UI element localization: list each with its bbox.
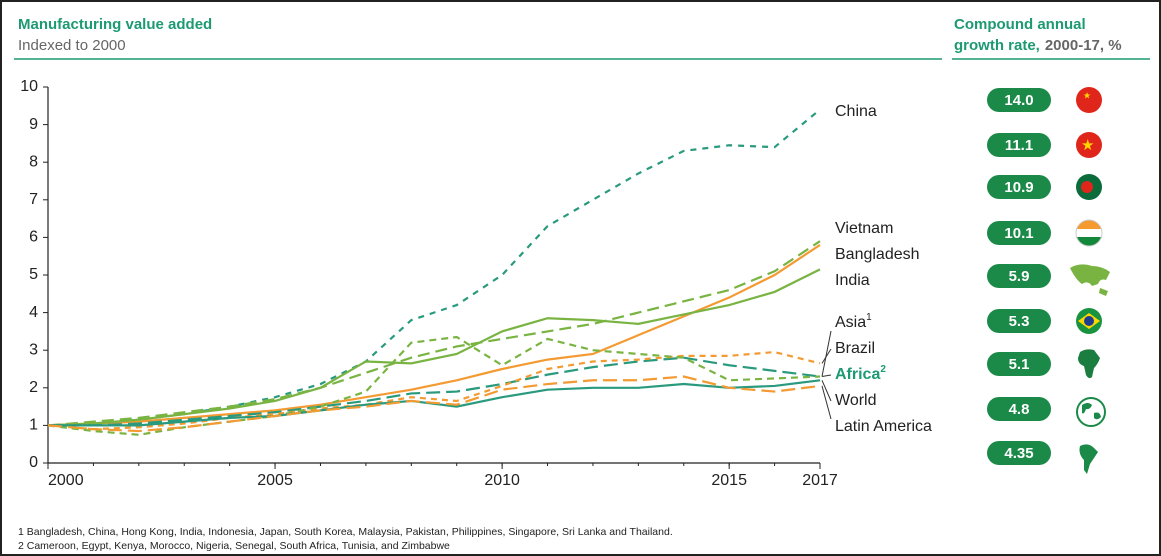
footnote: 1 Bangladesh, China, Hong Kong, India, I… [18, 526, 673, 538]
series-line [47, 350, 821, 431]
y-tick-label: 10 [20, 78, 38, 95]
x-tick-label: 2000 [48, 472, 84, 489]
series-label: Asia1 [835, 312, 872, 332]
y-tick-label: 4 [29, 304, 38, 321]
leader-line [821, 330, 832, 377]
rate-label: 10.1 [1004, 225, 1033, 242]
y-tick-label: 9 [29, 116, 38, 133]
series-label: India [835, 272, 870, 289]
y-tick-label: 3 [29, 341, 38, 358]
panel-title: growth rate, 2000-17, % [954, 37, 1122, 54]
rate-label: 4.8 [1009, 401, 1030, 418]
series-label: Bangladesh [835, 246, 920, 263]
rate-pill [987, 175, 1051, 199]
series-label: China [835, 103, 877, 120]
svg-text:★: ★ [1083, 90, 1091, 100]
series-label: Africa [835, 366, 880, 383]
panel-unit: 2000-17, % [1045, 37, 1122, 54]
y-tick-label: 0 [29, 454, 38, 471]
series-label: India [835, 272, 870, 289]
series-label: Latin America [835, 418, 932, 435]
rate-pill [987, 309, 1051, 333]
series-line [47, 268, 821, 427]
rate-pill [987, 264, 1051, 288]
leader-line [821, 380, 832, 402]
series-line [47, 375, 821, 433]
y-tick-label: 8 [29, 153, 38, 170]
rate-pill [987, 88, 1051, 112]
rate-pill [987, 133, 1051, 157]
rate-pill [987, 221, 1051, 245]
series-line [47, 240, 821, 427]
series-label: Asia [835, 314, 866, 331]
footnote-marker: 2 [880, 364, 886, 375]
y-tick-label: 7 [29, 191, 38, 208]
rate-pill [987, 397, 1051, 421]
x-tick-label: 2017 [802, 472, 838, 489]
series-label: Brazil [835, 340, 875, 357]
x-tick-label: 2005 [257, 472, 293, 489]
series-label: Bangladesh [835, 246, 920, 263]
rate-label: 10.9 [1004, 179, 1033, 196]
series-line [48, 356, 821, 427]
leader-line [821, 374, 832, 378]
series-line [47, 335, 821, 436]
panel-title: Compound annual [954, 16, 1086, 33]
flags: ★ ★ [1070, 87, 1110, 474]
series-label: China [835, 103, 877, 120]
leader-line [821, 348, 832, 364]
chart-subtitle: Indexed to 2000 [18, 37, 126, 54]
rate-pill [987, 441, 1051, 465]
y-tick-label: 1 [29, 417, 38, 434]
rate-label: 5.1 [1009, 356, 1030, 373]
series-label: Brazil [835, 340, 875, 357]
panel-title: growth rate, [954, 37, 1040, 54]
series-label: World [835, 392, 877, 409]
rate-label: 4.35 [1004, 445, 1033, 462]
series-label: Vietnam [835, 220, 893, 237]
footnote-marker: 1 [866, 312, 872, 323]
series-label: World [835, 392, 877, 409]
leader-line [821, 385, 832, 420]
rate-pill [987, 352, 1051, 376]
x-tick-label: 2015 [711, 472, 747, 489]
y-tick-label: 5 [29, 266, 38, 283]
y-tick-label: 2 [29, 379, 38, 396]
chart-title: Manufacturing value added [18, 16, 212, 33]
svg-text:★: ★ [1081, 137, 1094, 154]
rate-label: 11.1 [1005, 137, 1033, 154]
series-label: Vietnam [835, 220, 893, 237]
rate-label: 14.0 [1004, 92, 1033, 109]
rate-label: 5.3 [1009, 313, 1030, 330]
series-line [47, 108, 821, 427]
y-tick-label: 6 [29, 229, 38, 246]
rate-label: 5.9 [1009, 268, 1030, 285]
series-label: Africa2 [835, 364, 886, 384]
series-label: Latin America [835, 418, 932, 435]
x-tick-label: 2010 [484, 472, 520, 489]
footnote: 2 Cameroon, Egypt, Kenya, Morocco, Niger… [18, 540, 450, 552]
